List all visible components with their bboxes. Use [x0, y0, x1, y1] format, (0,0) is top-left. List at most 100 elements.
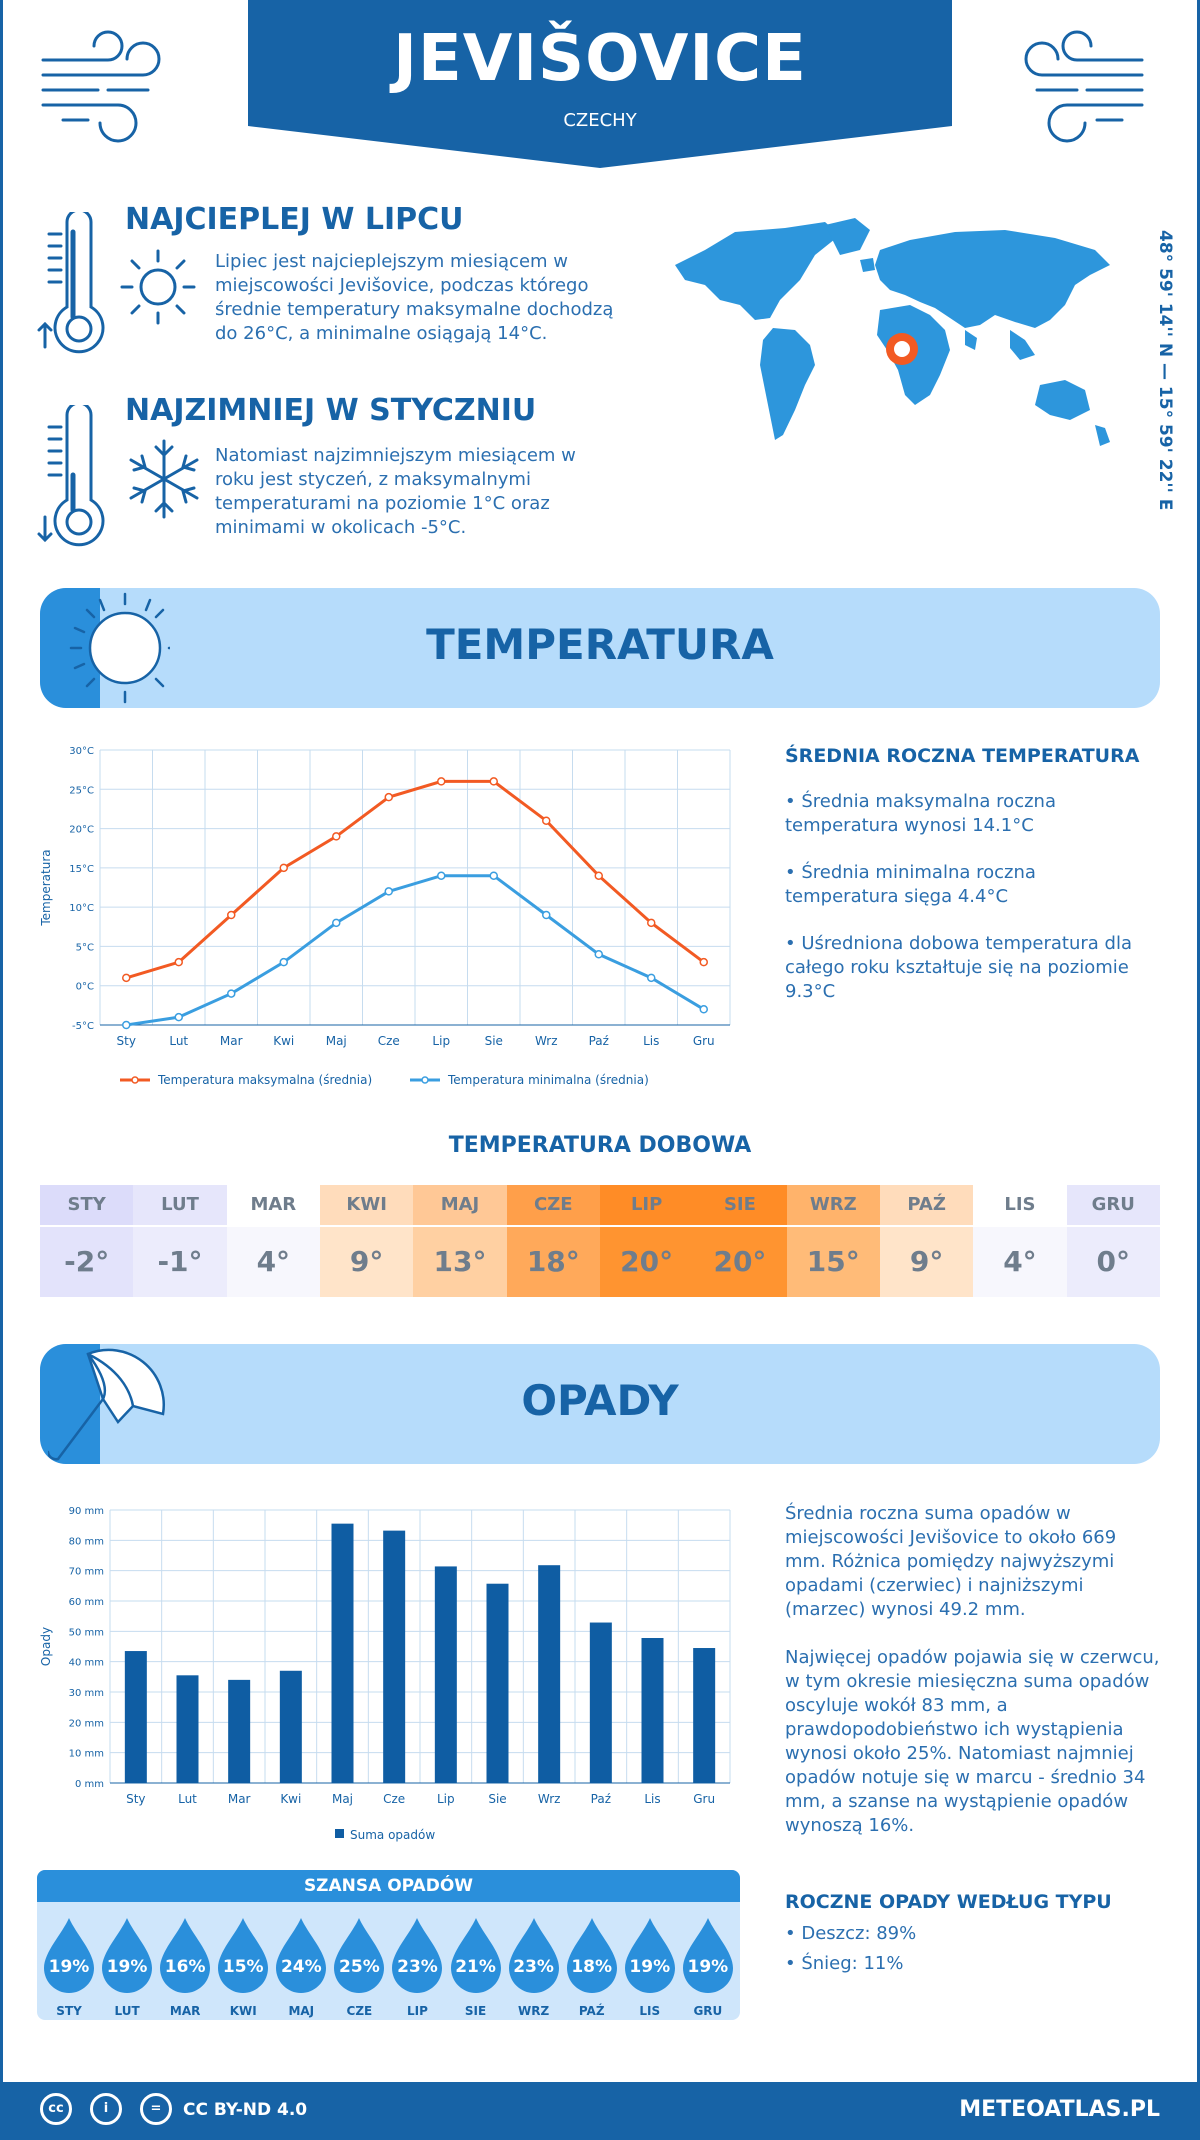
- y-tick-label: 10 mm: [69, 1749, 104, 1760]
- precip-chance-month: PAŹ: [578, 2004, 605, 2018]
- temp-side-point-1: • Średnia maksymalna roczna temperatura …: [785, 791, 1056, 836]
- data-point: [594, 950, 603, 959]
- precip-type-snow: • Śnieg: 11%: [785, 1953, 904, 1974]
- temperature-section-title: TEMPERATURA: [426, 620, 774, 669]
- hottest-text: Lipiec jest najcieplejszym miesiącem w m…: [215, 251, 614, 344]
- raindrop-icon: [682, 1918, 733, 1993]
- y-axis-label: Temperatura: [40, 849, 53, 926]
- precip-chance-value: 23%: [513, 1957, 554, 1977]
- legend-label: Temperatura maksymalna (średnia): [157, 1073, 372, 1087]
- data-point: [384, 792, 393, 802]
- daily-temp-value: 4°: [973, 1225, 1067, 1297]
- precip-chance-item: 15% KWI: [215, 1916, 271, 2018]
- daily-month-label: STY: [40, 1185, 134, 1225]
- x-tick-label: Gru: [693, 1034, 715, 1048]
- daily-month-label: CZE: [506, 1185, 600, 1225]
- precip-chance-item: 19% GRU: [680, 1916, 736, 2018]
- bar: [589, 1622, 612, 1783]
- precip-chance-value: 23%: [397, 1957, 438, 1977]
- data-point: [542, 910, 551, 920]
- bar: [486, 1583, 509, 1783]
- daily-month-label: GRU: [1066, 1185, 1160, 1225]
- precip-chance-month: WRZ: [518, 2004, 550, 2018]
- precip-chance-value: 25%: [339, 1957, 380, 1977]
- attribution-icon: i: [90, 2093, 122, 2125]
- data-point: [699, 957, 708, 967]
- data-point: [332, 832, 341, 841]
- daily-temp-value: 15°: [786, 1225, 880, 1297]
- y-tick-label: 80 mm: [69, 1536, 104, 1547]
- bar: [641, 1638, 664, 1783]
- legend-marker: [421, 1076, 429, 1084]
- y-tick-label: 0 mm: [75, 1779, 104, 1790]
- daily-temp-value: -1°: [133, 1225, 227, 1297]
- precip-chance-value: 18%: [571, 1957, 613, 1977]
- bar: [331, 1523, 354, 1783]
- daily-temp-cell: CZE 18°: [506, 1185, 600, 1297]
- legend-label: Suma opadów: [350, 1828, 435, 1842]
- data-point: [122, 973, 131, 983]
- series-line: [126, 874, 705, 1027]
- precip-type-heading: ROCZNE OPADY WEDŁUG TYPU: [785, 1891, 1112, 1913]
- precip-chance-item: 23% LIP: [389, 1916, 445, 2018]
- daily-temp-cell: MAJ 13°: [413, 1185, 507, 1297]
- country-subtitle: CZECHY: [563, 110, 637, 131]
- daily-month-label: MAR: [226, 1185, 320, 1225]
- sun-large-icon: [40, 588, 181, 712]
- precip-chance-box: SZANSA OPADÓW 19% STY 19% LUT 16% MAR 15% KWI 24…: [37, 1870, 740, 2020]
- precip-chance-value: 19%: [629, 1957, 671, 1977]
- precip-banner: [40, 1344, 1160, 1464]
- data-point: [174, 957, 183, 967]
- footer: cc i = CC BY-ND 4.0 METEOATLAS.PL: [0, 2082, 1200, 2140]
- bar: [279, 1670, 302, 1783]
- y-tick-label: -5°C: [72, 1021, 94, 1032]
- daily-month-label: SIE: [693, 1185, 787, 1225]
- world-map: [665, 210, 1125, 514]
- daily-temp-value: 0°: [1066, 1225, 1160, 1297]
- bar: [176, 1675, 199, 1783]
- daily-temp-cell: SIE 20°: [693, 1185, 787, 1297]
- wind-icon-left: [38, 25, 173, 154]
- no-derivatives-icon: =: [140, 2093, 172, 2125]
- precipitation-chart: 0 mm 10 mm 20 mm 30 mm 40 mm 50 mm 60 mm 70 mm 8…: [40, 1506, 731, 1842]
- precip-chance-item: 24% MAJ: [273, 1916, 329, 2018]
- daily-temp-cell: MAR 4°: [226, 1185, 320, 1297]
- x-tick-label: Sty: [126, 1792, 145, 1806]
- x-tick-label: Kwi: [273, 1034, 294, 1048]
- raindrop-icon: [218, 1918, 269, 1993]
- bar: [693, 1648, 716, 1783]
- precip-section-title: OPADY: [521, 1376, 679, 1425]
- daily-temp-cell: LUT -1°: [133, 1185, 227, 1297]
- daily-temp-cell: PAŹ 9°: [879, 1185, 974, 1297]
- daily-temp-table: STY -2° LUT -1° MAR 4° KWI 9° MAJ 13° CZE 18° LIP 20°…: [40, 1185, 1160, 1297]
- daily-month-label: WRZ: [786, 1185, 880, 1225]
- precip-chance-item: 23% WRZ: [506, 1916, 562, 2018]
- daily-temp-value: 9°: [879, 1225, 974, 1297]
- x-tick-label: Lip: [432, 1034, 450, 1048]
- daily-temp-value: 18°: [506, 1225, 600, 1297]
- y-tick-label: 15°C: [69, 864, 94, 875]
- raindrop-icon: [160, 1918, 211, 1993]
- x-tick-label: Sty: [117, 1034, 136, 1048]
- precip-chance-value: 19%: [48, 1957, 90, 1977]
- license-label: CC BY-ND 4.0: [183, 2100, 308, 2120]
- y-tick-label: 30°C: [69, 746, 94, 757]
- x-tick-label: Paź: [589, 1034, 609, 1048]
- data-point: [489, 871, 498, 880]
- x-tick-label: Mar: [220, 1034, 243, 1048]
- thermometer-cold-icon: [35, 401, 115, 554]
- daily-month-label: LIP: [599, 1185, 694, 1225]
- data-point: [174, 1012, 183, 1022]
- data-point: [594, 871, 603, 880]
- x-tick-label: Sie: [488, 1792, 506, 1806]
- daily-month-label: PAŹ: [879, 1185, 974, 1225]
- precip-chance-item: 21% SIE: [448, 1916, 504, 2018]
- temperature-chart: -5°C 0°C 5°C 10°C 15°C 20°C 25°C 30°C Sty Lut Mar K…: [40, 746, 731, 1087]
- coldest-title: NAJZIMNIEJ W STYCZNIU: [125, 393, 537, 428]
- site-link[interactable]: METEOATLAS.PL: [959, 2097, 1160, 2122]
- precip-chance-value: 15%: [222, 1957, 264, 1977]
- temp-side-point-3: • Uśredniona dobowa temperatura dla całe…: [785, 933, 1133, 1002]
- x-tick-label: Lut: [178, 1792, 197, 1806]
- daily-temp-value: -2°: [40, 1225, 134, 1297]
- legend-swatch: [335, 1829, 344, 1838]
